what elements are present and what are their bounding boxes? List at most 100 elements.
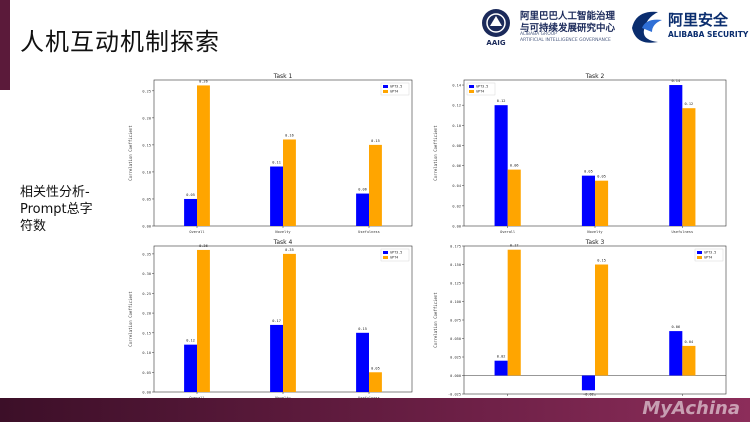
bar-gpt4: [369, 144, 382, 226]
bar-gpt35: [669, 85, 683, 226]
chart-title: Task 2: [585, 73, 605, 80]
y-tick-label: 0.25: [142, 89, 151, 93]
legend-entry: GPT4: [390, 256, 398, 260]
bar-gpt35: [669, 331, 683, 376]
aaig-name-line2: 与可持续发展研究中心: [520, 23, 616, 34]
data-label: 0.15: [371, 139, 380, 143]
y-tick-label: 0.12: [452, 104, 461, 108]
aaig-badge-text: AAIG: [486, 39, 505, 47]
legend-swatch: [383, 85, 388, 88]
data-label: 0.16: [285, 133, 294, 137]
chart-title: Task 4: [273, 239, 293, 246]
bar-gpt35: [581, 175, 595, 226]
chart-title: Task 1: [273, 73, 293, 80]
aaig-name-line1: 阿里巴巴人工智能治理: [520, 11, 616, 22]
y-axis-label: Correlation Coefficient: [433, 125, 438, 181]
y-tick-label: 0.02: [452, 204, 461, 208]
data-label: 0.06: [358, 188, 367, 192]
x-tick-label: Overall: [189, 230, 204, 234]
legend-entry: GPT3.5: [476, 85, 488, 89]
x-tick-label: Novelty: [587, 230, 603, 234]
y-tick-label: 0.04: [452, 184, 461, 188]
page-title: 人机互动机制探索: [20, 28, 220, 56]
y-tick-label: 0.00: [142, 391, 151, 395]
y-tick-label: 0.00: [142, 225, 151, 229]
bar-gpt4: [507, 169, 521, 226]
bar-gpt35: [356, 193, 369, 226]
legend-swatch: [469, 85, 474, 88]
y-tick-label: 0.000: [450, 374, 461, 378]
data-label: 0.11: [272, 161, 281, 165]
data-label: -0.02: [583, 392, 594, 396]
x-tick-label: Usefulness: [358, 230, 380, 234]
bar-gpt4: [197, 85, 210, 226]
chart-area: Task 1 0.00 0.05 0.10 0.15 0.20 0.25 Correlatio…: [122, 70, 742, 412]
bar-gpt4: [682, 108, 696, 226]
legend-swatch: [697, 251, 702, 254]
legend-swatch: [383, 256, 388, 259]
data-label: 0.12: [186, 339, 195, 343]
bar-gpt4: [682, 345, 696, 376]
data-label: 0.05: [186, 193, 195, 197]
chart-task2: Task 2 0.00 0.02 0.04 0.06 0.08 0.10 0.12 0.14 Co…: [433, 73, 727, 234]
watermark-text: MyAchina: [642, 398, 740, 419]
y-tick-label: 0.100: [450, 300, 461, 304]
chart-task1: Task 1 0.00 0.05 0.10 0.15 0.20 0.25 Correlatio…: [128, 73, 413, 234]
data-label: 0.12: [497, 99, 506, 103]
y-tick-label: 0.20: [142, 312, 151, 316]
y-tick-label: 0.25: [142, 292, 151, 296]
alibaba-security-logo: 阿里安全 ALIBABA SECURITY: [628, 6, 749, 48]
data-label: 0.15: [358, 327, 367, 331]
y-tick-label: 0.15: [142, 331, 151, 335]
y-tick-label: 0.20: [142, 116, 151, 120]
legend-swatch: [697, 256, 702, 259]
bar-gpt35: [494, 105, 508, 226]
bar-gpt35: [581, 375, 595, 391]
y-axis-label: Correlation Coefficient: [128, 291, 133, 347]
y-tick-label: -0.025: [448, 393, 461, 397]
data-label: 0.15: [597, 259, 606, 263]
alibaba-security-name-en: ALIBABA SECURITY: [668, 30, 749, 39]
y-tick-label: 0.08: [452, 144, 461, 148]
x-tick-label: Usefulness: [672, 230, 694, 234]
data-label: 0.04: [685, 340, 694, 344]
aaig-logo: AAIG 阿里巴巴人工智能治理 与可持续发展研究中心 ALIBABA GROUP…: [476, 6, 626, 48]
legend-entry: GPT3.5: [390, 251, 402, 255]
data-label: 0.12: [685, 102, 694, 106]
bar-gpt35: [184, 344, 197, 392]
bar-gpt35: [184, 198, 197, 226]
chart-title: Task 3: [585, 239, 605, 246]
data-label: 0.35: [285, 248, 294, 252]
bar-gpt4: [507, 249, 521, 376]
legend-entry: GPT4: [476, 90, 484, 94]
bar-gpt35: [494, 360, 508, 376]
chart-task3: Task 3 -0.025 0.000 0.025 0.050 0.075 0.100 0.1…: [433, 239, 727, 410]
data-label: 0.02: [497, 355, 506, 359]
aaig-emblem-icon: AAIG: [482, 9, 510, 47]
accent-bar: [0, 0, 10, 90]
aaig-name-line3: ALIBABA GROUP: [520, 32, 557, 37]
y-tick-label: 0.30: [142, 272, 151, 276]
data-label: 0.06: [671, 325, 680, 329]
y-tick-label: 0.10: [142, 170, 151, 174]
y-tick-label: 0.14: [452, 84, 461, 88]
data-label: 0.17: [510, 244, 519, 248]
logo-group: AAIG 阿里巴巴人工智能治理 与可持续发展研究中心 ALIBABA GROUP…: [476, 6, 749, 48]
y-tick-label: 0.025: [450, 356, 461, 360]
y-tick-label: 0.35: [142, 252, 151, 256]
bar-gpt35: [270, 166, 283, 226]
data-label: 0.14: [671, 79, 680, 83]
bar-gpt4: [283, 139, 296, 226]
y-tick-label: 0.175: [450, 245, 461, 249]
y-axis-label: Correlation Coefficient: [128, 125, 133, 181]
y-axis-label: Correlation Coefficient: [433, 292, 438, 348]
chart-task4: Task 4 0.00 0.05 0.10 0.15 0.20 0.25 0.30 0.35 Co…: [128, 239, 413, 400]
legend-swatch: [383, 90, 388, 93]
y-tick-label: 0.150: [450, 263, 461, 267]
data-label: 0.36: [199, 244, 208, 248]
aaig-name-line4: ARTIFICIAL INTELLIGENCE GOVERNANCE: [520, 38, 611, 43]
footer-bar: [0, 398, 750, 422]
y-tick-label: 0.125: [450, 282, 461, 286]
data-label: 0.26: [199, 79, 208, 83]
legend-entry: GPT3.5: [704, 251, 716, 255]
